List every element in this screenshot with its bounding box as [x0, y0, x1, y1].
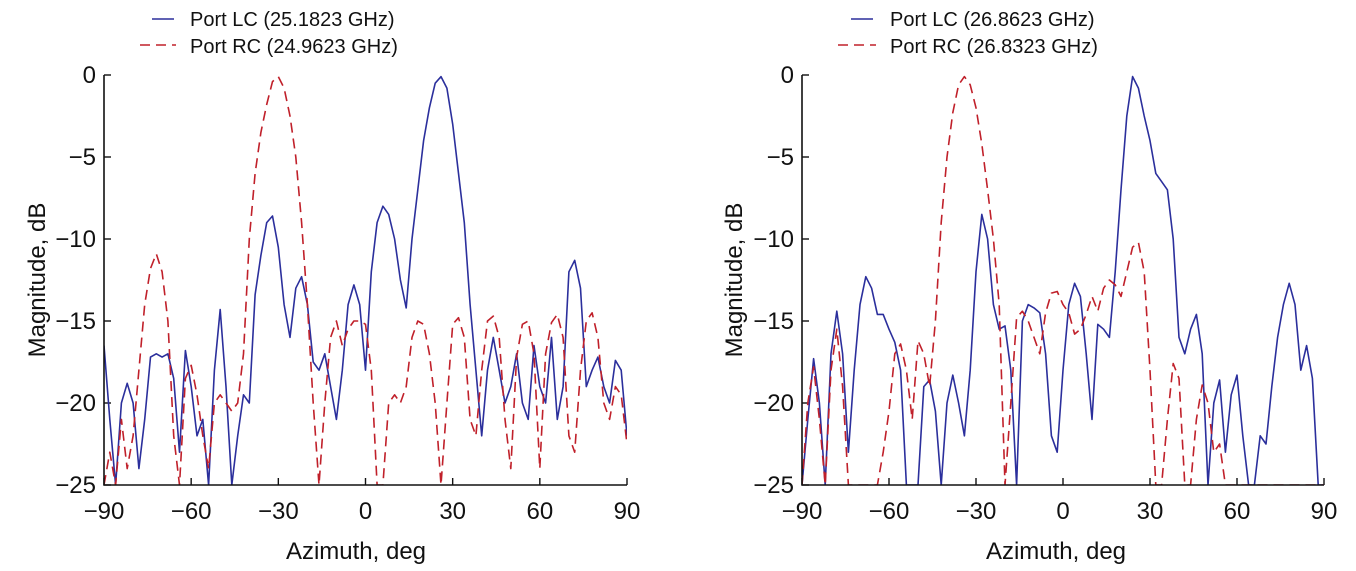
tick-group: −90 −60 −30 0 30 60 90 0 −5 −10 −15 −20 −25	[753, 62, 1337, 525]
x-tick-label: 30	[439, 498, 466, 525]
chart-left: Port LC (25.1823 GHz) Port RC (24.9623 G…	[24, 9, 640, 565]
y-tick-label: 0	[781, 62, 794, 89]
y-tick-label: 0	[83, 62, 96, 89]
x-tick-label: 0	[1056, 498, 1069, 525]
legend-label-port-rc: Port RC (24.9623 GHz)	[190, 36, 398, 58]
legend-left: Port LC (25.1823 GHz) Port RC (24.9623 G…	[140, 9, 398, 58]
x-tick-label: 60	[526, 498, 553, 525]
x-tick-label: −30	[956, 498, 997, 525]
y-axis-title: Magnitude, dB	[24, 203, 51, 358]
axes-frame	[103, 75, 627, 486]
x-tick-label: −90	[782, 498, 823, 525]
y-tick-label: −20	[55, 390, 96, 417]
x-tick-label: 60	[1224, 498, 1251, 525]
x-tick-label: 30	[1137, 498, 1164, 525]
legend-label-port-lc: Port LC (25.1823 GHz)	[190, 9, 395, 31]
x-tick-label: −30	[258, 498, 299, 525]
axes-spines	[103, 75, 627, 486]
series-line-port-rc	[802, 75, 1324, 485]
plot-area	[104, 75, 627, 485]
x-tick-label: 0	[359, 498, 372, 525]
x-axis-title: Azimuth, deg	[986, 538, 1126, 565]
chart-right: Port LC (26.8623 GHz) Port RC (26.8323 G…	[721, 9, 1337, 565]
tick-group: −90 −60 −30 0 30 60 90 0 −5 −10 −15 −20 −25	[55, 62, 640, 525]
series-line-port-lc	[104, 75, 627, 485]
legend-label-port-rc: Port RC (26.8323 GHz)	[890, 36, 1098, 58]
series-line-port-lc	[802, 75, 1324, 485]
series-line-port-rc	[104, 75, 627, 485]
x-axis-title: Azimuth, deg	[286, 538, 426, 565]
legend-right: Port LC (26.8623 GHz) Port RC (26.8323 G…	[838, 9, 1098, 58]
y-tick-label: −25	[753, 472, 794, 499]
y-tick-label: −10	[55, 226, 96, 253]
x-tick-label: −60	[869, 498, 910, 525]
y-tick-label: −15	[55, 308, 96, 335]
y-axis-title: Magnitude, dB	[721, 203, 748, 358]
y-tick-label: −10	[753, 226, 794, 253]
y-tick-label: −20	[753, 390, 794, 417]
y-tick-label: −25	[55, 472, 96, 499]
x-tick-label: 90	[614, 498, 641, 525]
axes-frame	[801, 75, 1324, 486]
y-tick-label: −5	[767, 144, 794, 171]
axes-spines	[801, 75, 1324, 486]
x-tick-label: 90	[1311, 498, 1338, 525]
x-tick-label: −60	[171, 498, 212, 525]
y-tick-label: −15	[753, 308, 794, 335]
y-tick-label: −5	[69, 144, 96, 171]
legend-label-port-lc: Port LC (26.8623 GHz)	[890, 9, 1095, 31]
plot-area	[802, 75, 1324, 485]
x-tick-label: −90	[84, 498, 125, 525]
